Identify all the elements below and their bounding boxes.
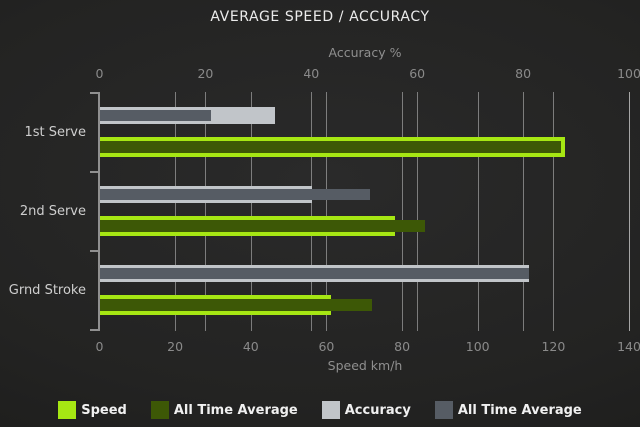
gridline (553, 92, 555, 331)
axis-tick (90, 171, 100, 173)
legend-label: Speed (81, 402, 127, 418)
tick-label-bottom: 80 (394, 339, 411, 354)
gridline (205, 92, 207, 331)
legend-label: All Time Average (173, 402, 298, 418)
legend-swatch (321, 401, 340, 419)
legend: Speed All Time Average Accuracy All Time Av… (0, 399, 640, 421)
tick-label-bottom: 40 (242, 339, 259, 354)
tick-label-top: 40 (303, 66, 320, 81)
axis-tick (90, 250, 100, 252)
axis-tick (90, 329, 100, 331)
chart-title: AVERAGE SPEED / ACCURACY (210, 9, 430, 25)
gridline (629, 92, 630, 331)
tick-label-bottom: 60 (318, 339, 335, 354)
tick-label-bottom: 100 (465, 339, 490, 354)
tick-label-bottom: 140 (617, 339, 640, 354)
gridline (175, 92, 177, 331)
accuracy-alltime-bar (100, 268, 529, 279)
tick-label-bottom: 20 (167, 339, 184, 354)
speed-alltime-bar (100, 220, 426, 232)
accuracy-alltime-bar (100, 189, 370, 200)
tick-label-top: 0 (95, 66, 104, 81)
legend-swatch (58, 401, 77, 419)
speed-alltime-bar (100, 141, 562, 153)
tick-label-bottom: 120 (541, 339, 566, 354)
axis-spine (98, 93, 100, 331)
legend-item: All Time Average (150, 401, 298, 419)
accuracy-alltime-bar (100, 110, 212, 121)
gridline (250, 92, 252, 331)
legend-item: Speed (58, 401, 127, 419)
gridline (417, 92, 419, 331)
legend-swatch (150, 401, 169, 419)
gridline (477, 92, 479, 331)
legend-item: All Time Average (434, 401, 582, 419)
tick-label-top: 20 (197, 66, 214, 81)
tick-label-top: 60 (409, 66, 426, 81)
speed-alltime-bar (100, 299, 373, 311)
legend-label: Accuracy (344, 402, 411, 418)
tick-label-top: 80 (515, 66, 532, 81)
top-axis-title: Accuracy % (328, 45, 402, 60)
category-label: Grnd Stroke (8, 283, 86, 298)
legend-swatch (434, 401, 453, 419)
tick-label-bottom: 0 (95, 339, 104, 354)
legend-item: Accuracy (321, 401, 411, 419)
category-label: 2nd Serve (19, 204, 86, 219)
gridline (311, 92, 313, 331)
gridline (402, 92, 404, 331)
legend-label: All Time Average (457, 402, 582, 418)
gridline (523, 92, 525, 331)
axis-tick (90, 92, 100, 94)
category-label: 1st Serve (24, 125, 86, 140)
tick-label-top: 100 (617, 66, 640, 81)
bottom-axis-title: Speed km/h (327, 358, 403, 373)
gridline (326, 92, 328, 331)
